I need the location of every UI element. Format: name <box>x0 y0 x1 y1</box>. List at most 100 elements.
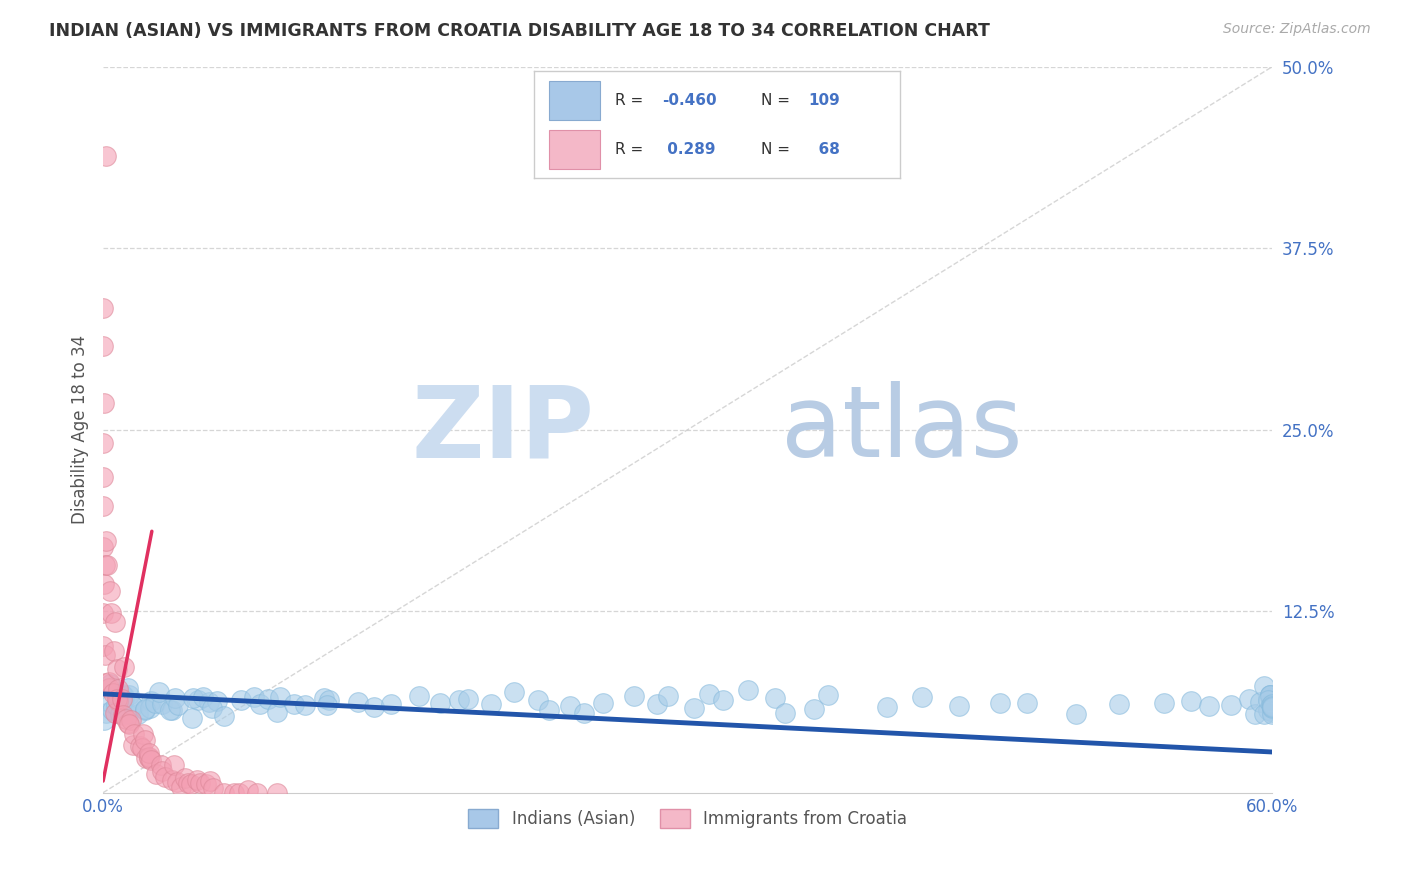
Point <box>1015 696 1038 710</box>
Point <box>138 746 160 760</box>
Point <box>657 690 679 704</box>
Point <box>91 339 114 353</box>
Point <box>103 706 125 721</box>
Point <box>315 698 337 713</box>
Point <box>737 682 759 697</box>
Point <box>224 786 246 800</box>
Y-axis label: Disability Age 18 to 34: Disability Age 18 to 34 <box>72 335 89 524</box>
Point <box>100 696 122 710</box>
Point <box>134 703 156 717</box>
Point <box>198 694 221 708</box>
Point <box>503 684 526 698</box>
Point <box>94 706 117 721</box>
Point <box>266 706 288 720</box>
Point <box>201 701 224 715</box>
Point <box>135 751 157 765</box>
Point <box>105 662 128 676</box>
Point <box>91 301 114 315</box>
Point <box>363 699 385 714</box>
Point <box>166 775 188 789</box>
Point <box>163 758 186 772</box>
Point <box>97 674 120 689</box>
Text: INDIAN (ASIAN) VS IMMIGRANTS FROM CROATIA DISABILITY AGE 18 TO 34 CORRELATION CH: INDIAN (ASIAN) VS IMMIGRANTS FROM CROATI… <box>49 22 990 40</box>
Point <box>94 149 117 163</box>
Point <box>93 395 115 409</box>
Text: 68: 68 <box>808 142 841 157</box>
Point <box>145 767 167 781</box>
Point <box>1258 688 1281 702</box>
Point <box>380 697 402 711</box>
Point <box>773 706 796 721</box>
Text: atlas: atlas <box>782 381 1024 478</box>
Point <box>98 677 121 691</box>
Point <box>1261 699 1284 714</box>
Point <box>91 541 114 555</box>
Point <box>1108 697 1130 711</box>
Point <box>150 758 173 772</box>
Point <box>948 698 970 713</box>
Point <box>1260 688 1282 702</box>
Point <box>93 713 115 727</box>
Point <box>104 698 127 712</box>
Point <box>112 692 135 706</box>
Point <box>132 727 155 741</box>
Text: N =: N = <box>761 142 794 157</box>
Point <box>269 690 291 704</box>
Point <box>558 699 581 714</box>
Point <box>139 701 162 715</box>
Point <box>1260 696 1282 710</box>
Point <box>117 681 139 696</box>
Point <box>229 692 252 706</box>
Point <box>173 771 195 785</box>
Point <box>153 770 176 784</box>
Point <box>139 752 162 766</box>
Point <box>257 692 280 706</box>
Point <box>120 713 142 727</box>
Point <box>249 697 271 711</box>
Point <box>212 709 235 723</box>
Text: Source: ZipAtlas.com: Source: ZipAtlas.com <box>1223 22 1371 37</box>
Point <box>107 681 129 696</box>
Point <box>159 703 181 717</box>
Point <box>1180 694 1202 708</box>
Point <box>236 782 259 797</box>
Point <box>645 697 668 711</box>
Point <box>118 688 141 702</box>
Point <box>1253 706 1275 721</box>
Point <box>1198 698 1220 713</box>
Text: 0.289: 0.289 <box>662 142 716 157</box>
Point <box>104 615 127 629</box>
Point <box>202 780 225 795</box>
Text: R =: R = <box>614 93 648 108</box>
Point <box>139 694 162 708</box>
Point <box>193 690 215 704</box>
Point <box>1261 691 1284 706</box>
Point <box>449 693 471 707</box>
Point <box>572 706 595 721</box>
Point <box>117 706 139 721</box>
Point <box>911 690 934 704</box>
Point <box>112 708 135 723</box>
Point <box>118 717 141 731</box>
Point <box>160 703 183 717</box>
Point <box>148 685 170 699</box>
Point <box>122 738 145 752</box>
Point <box>1219 698 1241 712</box>
Text: 109: 109 <box>808 93 841 108</box>
Point <box>988 696 1011 710</box>
Point <box>1261 698 1284 713</box>
Point <box>457 691 479 706</box>
Point <box>186 772 208 787</box>
Point <box>803 702 825 716</box>
Point <box>711 693 734 707</box>
Point <box>1261 692 1284 706</box>
Point <box>121 698 143 712</box>
Point <box>107 698 129 713</box>
Point <box>108 694 131 708</box>
Point <box>1257 702 1279 716</box>
Point <box>115 712 138 726</box>
Point <box>129 739 152 753</box>
Point <box>112 689 135 703</box>
Point <box>294 698 316 713</box>
Point <box>212 786 235 800</box>
